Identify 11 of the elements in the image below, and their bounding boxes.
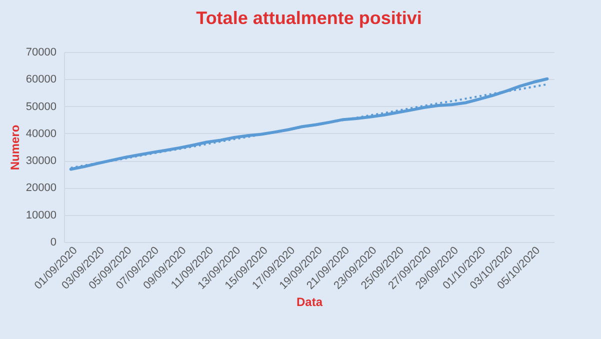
chart-title: Totale attualmente positivi (196, 8, 422, 28)
y-tick-label: 70000 (26, 46, 56, 58)
x-axis-title: Data (296, 295, 323, 310)
y-tick-label: 60000 (26, 74, 56, 86)
y-tick-label: 40000 (26, 128, 56, 140)
y-tick-label: 0 (50, 236, 56, 248)
y-tick-label: 50000 (26, 100, 56, 113)
y-tick-label: 30000 (26, 155, 56, 168)
y-tick-label: 20000 (26, 182, 56, 194)
y-axis-title: Numero (8, 124, 22, 170)
y-tick-label: 10000 (26, 209, 56, 222)
